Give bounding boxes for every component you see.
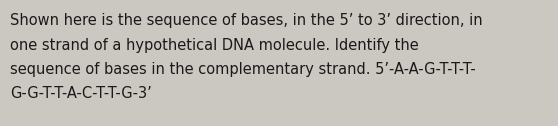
Text: one strand of a hypothetical DNA molecule. Identify the: one strand of a hypothetical DNA molecul… <box>10 38 418 53</box>
Text: G-G-T-T-A-C-T-T-G-3’: G-G-T-T-A-C-T-T-G-3’ <box>10 87 152 102</box>
Text: Shown here is the sequence of bases, in the 5’ to 3’ direction, in: Shown here is the sequence of bases, in … <box>10 13 483 28</box>
Text: sequence of bases in the complementary strand. 5’-A-A-G-T-T-T-: sequence of bases in the complementary s… <box>10 62 476 77</box>
